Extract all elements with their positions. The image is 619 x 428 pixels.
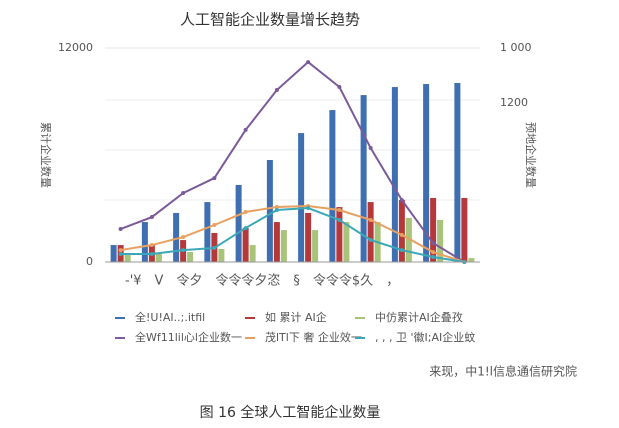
point [118,248,123,253]
bar [273,222,280,262]
bar [249,245,256,262]
y-tick-label: 0 [86,255,93,268]
bar [391,87,398,263]
y2-tick-label: 1 000 [500,41,532,54]
legend-label: 如 累计 AI企 [265,310,327,324]
source: 来现，中1!l信息通信研究院 [429,364,577,379]
point [181,248,186,253]
point [118,226,123,231]
y2-axis-label: 预地企业数量 [524,122,538,188]
bar [461,197,468,262]
point [243,210,248,215]
chart-title: 人工智能企业数量增长趋势 [180,11,360,29]
point [212,245,217,250]
line [120,60,465,263]
bar [430,197,437,262]
point [181,191,186,196]
bar [124,255,131,262]
bar [312,230,319,262]
legend-label: 中仿累计AI企叠孜 [375,310,463,324]
line [120,207,465,263]
point [337,84,342,89]
point [399,232,404,237]
point [431,254,436,259]
point [149,243,154,248]
bar [141,222,148,262]
point [337,208,342,213]
caption: 图 16 全球人工智能企业数量 [200,404,381,421]
point [368,145,373,150]
bar [155,253,162,262]
legend-label: 全!U!AI..;.itfil [135,310,205,324]
bar [336,207,343,262]
point [212,176,217,181]
y-tick-label: 12000 [58,41,93,54]
point [149,215,154,220]
point [368,217,373,222]
line [120,205,465,263]
bar [367,202,374,262]
point [306,206,311,211]
point [118,252,123,257]
point [368,237,373,242]
point [274,208,279,213]
point [431,241,436,246]
bar [204,202,211,262]
point [337,217,342,222]
bar [343,222,350,262]
point [306,60,311,65]
bar [405,217,412,262]
point [274,88,279,93]
point [399,248,404,253]
bar [280,230,287,262]
point [431,250,436,255]
bar [437,219,444,262]
bar [468,258,475,262]
point [243,226,248,231]
legend-label: 全Wf11lil心l企业数一 [135,330,242,344]
bar [329,110,336,262]
bar [266,159,273,262]
bar [173,212,180,262]
legend-label: , , , 卫 '徽I;AI企业蚊 [375,330,475,344]
bar [218,248,225,262]
bar [242,227,249,262]
x-tick-labels: -'¥ V 令夕 令令令夕恣 § 令令令$久 ， [125,274,399,289]
bar [454,82,461,262]
point [181,235,186,240]
point [149,252,154,257]
bar [305,212,312,262]
bar [187,252,194,262]
point [212,223,217,228]
bar [360,95,367,262]
bar [298,133,305,262]
legend-label: 茂lTl下 奢 企业效一 [265,330,362,344]
y-axis-label: 累计企业数量 [39,122,53,188]
bar [398,199,405,262]
bar [423,84,430,262]
point [399,198,404,203]
y2-tick-label: 1200 [500,96,528,109]
point [274,204,279,209]
bar [235,184,242,262]
bar [110,245,117,262]
point [243,127,248,132]
